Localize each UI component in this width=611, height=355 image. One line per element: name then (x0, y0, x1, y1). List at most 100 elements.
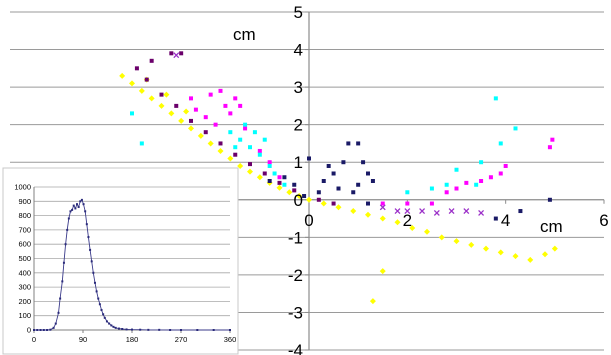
data-point (168, 110, 175, 117)
inset-series (33, 198, 231, 331)
data-point (463, 208, 470, 215)
inset-data-point (59, 297, 62, 300)
inset-data-point (66, 228, 69, 231)
inset-data-point (180, 329, 182, 331)
main-points (119, 51, 558, 305)
data-point (233, 152, 238, 157)
data-point (404, 208, 411, 215)
y-axis-label: cm (233, 25, 256, 44)
x-axis-label: cm (540, 217, 563, 236)
data-point (189, 118, 193, 123)
data-point (292, 182, 297, 187)
data-point (178, 117, 185, 124)
data-point (356, 141, 361, 146)
inset-y-tick-label: 200 (18, 297, 31, 306)
data-point (429, 201, 434, 206)
data-point (316, 197, 321, 202)
data-point (331, 201, 336, 206)
data-point (267, 163, 272, 168)
data-point (454, 186, 459, 191)
data-point (497, 249, 504, 256)
data-point (550, 137, 555, 142)
inset-data-point (169, 329, 172, 331)
data-point (282, 175, 287, 180)
inset-data-point (36, 329, 39, 331)
data-point (207, 140, 214, 147)
data-point (197, 132, 204, 139)
data-point (218, 88, 223, 93)
inset-data-point (82, 203, 85, 206)
data-point (479, 179, 484, 183)
data-point (454, 167, 459, 172)
inset-data-point (52, 326, 55, 329)
data-point (302, 194, 307, 199)
data-point (237, 162, 244, 169)
inset-data-point (54, 322, 57, 325)
main-y-tick-label: 2 (294, 116, 303, 135)
data-point (203, 115, 208, 120)
data-point (213, 122, 218, 127)
main-x-tick-label: 2 (403, 211, 412, 230)
data-point (174, 103, 179, 108)
inset-data-point (79, 200, 82, 203)
data-point (419, 208, 426, 215)
data-point (478, 209, 485, 216)
data-point (296, 193, 303, 200)
inset-data-point (125, 328, 128, 331)
data-point (542, 251, 548, 258)
inset-tick-labels: 0 100 200 300 400 500 600 700 800 900 1000 0 90 180 27… (14, 183, 236, 345)
inset-x-tick-label: 0 (32, 335, 36, 344)
main-y-tick-label: 5 (294, 3, 303, 22)
inset-data-point (77, 206, 80, 209)
data-point (448, 208, 455, 215)
data-point (366, 171, 370, 176)
inset-data-point (57, 311, 60, 314)
data-point (257, 148, 262, 153)
data-point (262, 171, 267, 176)
inset-data-point (69, 210, 72, 213)
data-point (424, 228, 430, 235)
data-point (307, 156, 311, 161)
data-point (243, 122, 248, 127)
data-point (228, 130, 233, 135)
data-point (483, 245, 489, 252)
data-point (341, 160, 346, 165)
data-point (233, 96, 238, 101)
data-point (306, 196, 312, 203)
data-point (433, 209, 440, 216)
data-point (149, 58, 154, 63)
inset-x-tick-label: 270 (175, 335, 188, 344)
data-point (498, 171, 503, 176)
inset-histogram-chart: 0 100 200 300 400 500 600 700 800 900 1000 0 90 180 27… (2, 167, 239, 355)
inset-data-point (95, 290, 98, 293)
data-point (228, 111, 233, 116)
inset-data-point (98, 303, 101, 306)
main-y-tick-label: -2 (288, 266, 303, 285)
inset-background (2, 167, 239, 355)
inset-data-point (229, 329, 231, 331)
data-point (331, 171, 336, 176)
inset-data-point (39, 329, 42, 331)
data-point (193, 107, 198, 112)
data-point (158, 102, 165, 109)
data-point (474, 182, 479, 187)
data-point (518, 209, 523, 214)
main-x-tick-label: 4 (501, 211, 510, 230)
data-point (512, 253, 519, 260)
inset-y-tick-label: 1000 (14, 183, 31, 192)
inset-data-point (92, 271, 95, 274)
data-point (188, 125, 194, 132)
inset-data-point (85, 223, 88, 226)
inset-data-point (64, 243, 67, 246)
data-point (394, 208, 401, 215)
data-point (218, 141, 223, 146)
data-point (227, 155, 234, 162)
data-point (252, 130, 257, 135)
data-point (335, 204, 342, 211)
inset-data-point (90, 260, 93, 263)
data-point (379, 204, 386, 211)
data-point (321, 179, 326, 183)
data-point (379, 215, 386, 222)
inset-x-tick-label: 360 (224, 335, 237, 344)
